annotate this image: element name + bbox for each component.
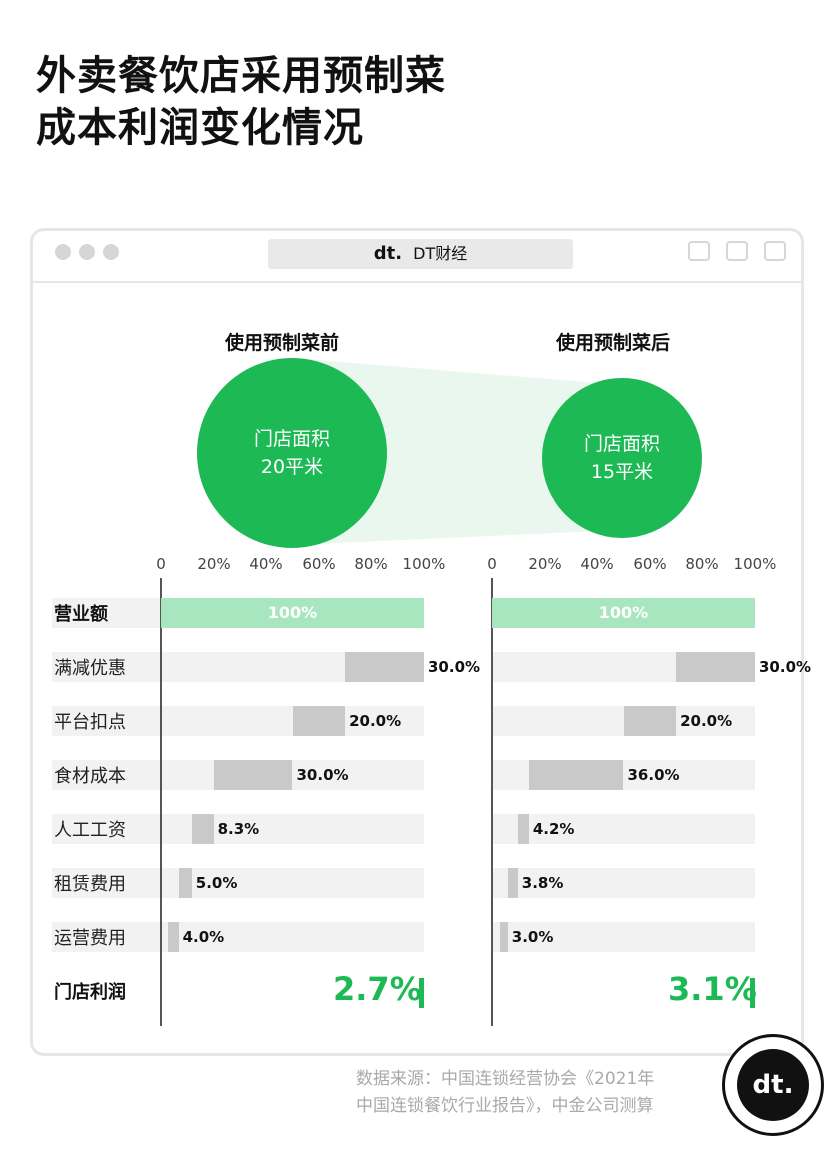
bar-food-cost-before (213, 760, 293, 790)
value-label-rent-after: 3.8% (521, 874, 564, 892)
value-label-operating-before: 4.0% (182, 928, 225, 946)
copy-icon[interactable] (764, 241, 786, 261)
title-line-2: 成本利润变化情况 (36, 105, 364, 151)
dt-badge-logo: dt. (722, 1034, 824, 1136)
tick-label: 100% (402, 555, 446, 573)
row-background (492, 814, 755, 844)
value-label-food-cost-before: 30.0% (296, 766, 349, 784)
row-background (52, 868, 424, 898)
bar-revenue-after: 100% (492, 598, 755, 628)
data-source: 数据来源：中国连锁经营协会《2021年 中国连锁餐饮行业报告》，中金公司测算 (356, 1066, 654, 1120)
row-label-rent: 租赁费用 (54, 874, 126, 895)
source-line-2: 中国连锁餐饮行业报告》，中金公司测算 (356, 1096, 654, 1116)
store-area-circle-before: 门店面积 20平米 (197, 358, 387, 548)
tick-label: 40% (580, 555, 614, 573)
profit-value-after: 3.1% (668, 970, 757, 1008)
row-label-platform-fee: 平台扣点 (54, 712, 126, 733)
dt-logo-icon: dt. (737, 1049, 809, 1121)
row-background (52, 706, 424, 736)
row-label-discount: 满减优惠 (54, 658, 126, 679)
value-label-food-cost-after: 36.0% (627, 766, 680, 784)
value-label-labor-after: 4.2% (532, 820, 575, 838)
axis-line-before (160, 578, 162, 1026)
tick-label: 20% (197, 555, 231, 573)
profit-mark-after (750, 978, 755, 1008)
tick-label: 0 (156, 555, 166, 573)
panel-title-before: 使用预制菜前 (225, 332, 340, 354)
row-label-labor: 人工工资 (54, 820, 126, 841)
bar-rent-after (507, 868, 518, 898)
tick-label: 60% (302, 555, 336, 573)
bar-rent-before (178, 868, 192, 898)
bar-food-cost-after (528, 760, 624, 790)
row-background (52, 814, 424, 844)
title-line-1: 外卖餐饮店采用预制菜 (36, 53, 446, 99)
circle-label: 门店面积 (583, 433, 660, 455)
maximize-icon[interactable] (103, 244, 119, 260)
source-line-1: 数据来源：中国连锁经营协会《2021年 (356, 1069, 655, 1089)
bar-platform-fee-after (623, 706, 677, 736)
page-title: 外卖餐饮店采用预制菜 成本利润变化情况 (36, 50, 446, 154)
minimize-icon[interactable] (79, 244, 95, 260)
bar-revenue-before: 100% (161, 598, 424, 628)
profit-value-before: 2.7% (333, 970, 422, 1008)
address-text: DT财经 (413, 244, 468, 263)
row-background (52, 922, 424, 952)
row-label-revenue: 营业额 (54, 604, 108, 625)
tick-label: 80% (685, 555, 719, 573)
profit-mark-before (419, 978, 424, 1008)
record-icon[interactable] (688, 241, 710, 261)
window-titlebar: dt. DT财经 (33, 231, 801, 283)
bar-labor-after (517, 814, 529, 844)
row-label-food-cost: 食材成本 (54, 766, 126, 787)
circle-label: 门店面积 (253, 428, 330, 450)
close-icon[interactable] (55, 244, 71, 260)
dt-logo-icon: dt. (373, 243, 403, 264)
tick-label: 80% (354, 555, 388, 573)
tick-label: 0 (487, 555, 497, 573)
circle-value: 15平米 (590, 461, 654, 483)
tick-label: 100% (733, 555, 777, 573)
panel-title-after: 使用预制菜后 (556, 332, 671, 354)
bar-operating-before (168, 922, 179, 952)
row-background (492, 868, 755, 898)
value-label-operating-after: 3.0% (511, 928, 554, 946)
row-label-operating: 运营费用 (54, 928, 126, 949)
address-bar[interactable]: dt. DT财经 (268, 239, 573, 269)
value-label-discount-before: 30.0% (428, 658, 481, 676)
tick-label: 40% (249, 555, 283, 573)
bar-labor-before (191, 814, 214, 844)
circle-value: 20平米 (260, 456, 324, 478)
value-label-platform-fee-after: 20.0% (680, 712, 733, 730)
bar-discount-after (676, 652, 755, 682)
value-label-labor-before: 8.3% (217, 820, 260, 838)
browser-window: dt. DT财经 (30, 228, 804, 1056)
row-label-profit: 门店利润 (54, 982, 126, 1003)
bar-discount-before (345, 652, 424, 682)
value-label-platform-fee-before: 20.0% (349, 712, 402, 730)
bar-platform-fee-before (292, 706, 346, 736)
store-area-circle-after: 门店面积 15平米 (542, 378, 702, 538)
bar-operating-after (499, 922, 508, 952)
tick-label: 20% (528, 555, 562, 573)
row-background (492, 922, 755, 952)
value-label-rent-before: 5.0% (195, 874, 238, 892)
axis-line-after (491, 578, 493, 1026)
share-icon[interactable] (726, 241, 748, 261)
value-label-discount-after: 30.0% (759, 658, 812, 676)
tick-label: 60% (633, 555, 667, 573)
